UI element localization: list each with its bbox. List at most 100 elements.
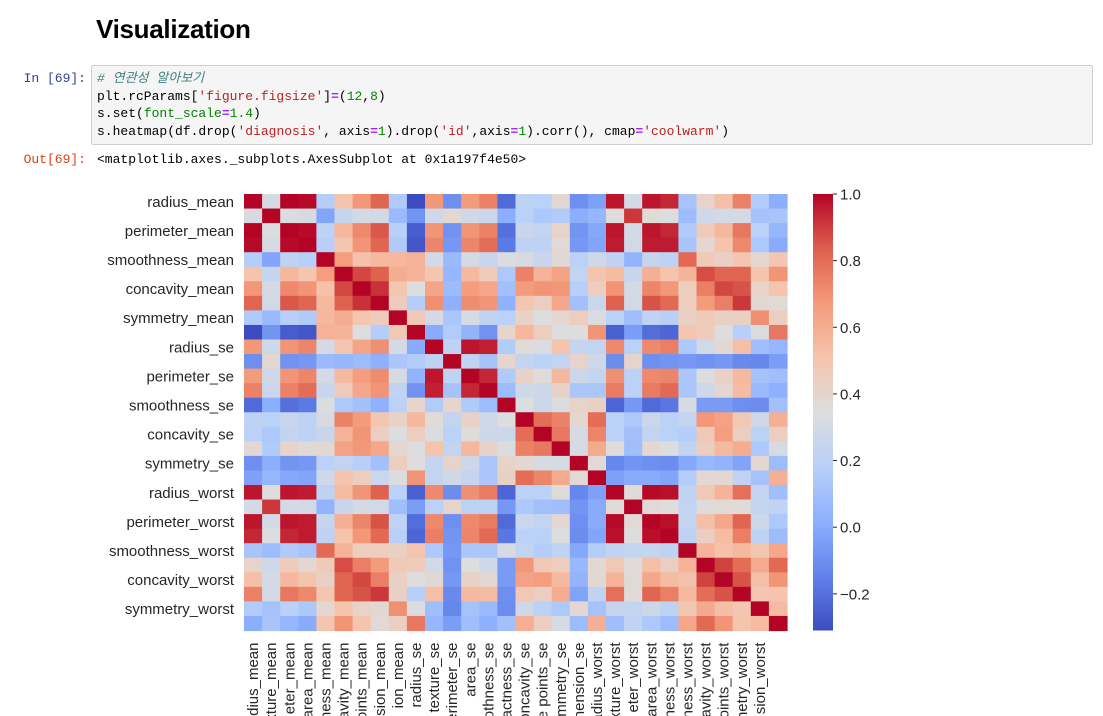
- code-token: ): [377, 88, 386, 104]
- heatmap-cell: [642, 572, 661, 588]
- heatmap-cell: [732, 543, 752, 559]
- heatmap-cell: [461, 397, 480, 413]
- heatmap-cell: [425, 266, 444, 282]
- heatmap-cell: [425, 426, 444, 442]
- heatmap-cell: [334, 383, 354, 399]
- heatmap-cell: [660, 383, 679, 399]
- heatmap-cell: [569, 543, 589, 559]
- heatmap-cell: [461, 252, 480, 268]
- heatmap-cell: [569, 586, 589, 602]
- y-tick-label: radius_mean: [147, 194, 234, 211]
- code-token: ,: [362, 88, 371, 104]
- heatmap-cell: [750, 295, 770, 311]
- heatmap-cell: [660, 586, 679, 602]
- heatmap-cell: [425, 354, 444, 370]
- heatmap-cell: [370, 266, 390, 282]
- heatmap-cell: [714, 543, 734, 559]
- heatmap-cell: [515, 470, 535, 486]
- heatmap-cell: [425, 383, 444, 399]
- heatmap-cell: [316, 586, 336, 602]
- heatmap-cell: [533, 455, 553, 472]
- heatmap-cell: [280, 557, 299, 573]
- colorbar-tick-label: 0.0: [840, 520, 861, 537]
- heatmap-cell: [714, 499, 734, 515]
- heatmap-cell: [533, 557, 553, 573]
- heatmap-cell: [551, 412, 571, 428]
- heatmap-cell: [262, 324, 281, 341]
- heatmap-cell: [370, 586, 390, 602]
- heatmap-cell: [262, 441, 281, 457]
- heatmap-cell: [732, 426, 752, 442]
- heatmap-cell: [316, 339, 336, 355]
- heatmap-cell: [479, 528, 498, 544]
- heatmap-cell: [624, 339, 643, 355]
- heatmap-cell: [316, 470, 336, 486]
- y-tick-label: concavity_mean: [126, 281, 234, 298]
- heatmap-cell: [732, 194, 752, 210]
- heatmap-cell: [316, 543, 336, 559]
- heatmap-cell: [624, 441, 643, 457]
- heatmap-cell: [406, 252, 426, 268]
- heatmap-cell: [768, 354, 788, 370]
- heatmap-cell: [750, 310, 770, 326]
- heatmap-cell: [569, 485, 589, 501]
- heatmap-cell: [696, 601, 716, 617]
- heatmap-cell: [606, 368, 625, 384]
- heatmap-cell: [461, 485, 480, 501]
- heatmap-cell: [587, 485, 607, 501]
- heatmap-cell: [660, 237, 679, 253]
- heatmap-cell: [425, 310, 444, 326]
- heatmap-cell: [479, 499, 498, 515]
- heatmap-cell: [678, 543, 698, 559]
- heatmap-cell: [316, 237, 336, 253]
- heatmap-cell: [334, 208, 354, 224]
- heatmap-cell: [316, 354, 336, 370]
- heatmap-cell: [551, 310, 571, 326]
- heatmap-cell: [750, 514, 770, 530]
- heatmap-cell: [551, 426, 571, 442]
- heatmap-cell: [370, 324, 390, 341]
- heatmap-cell: [606, 528, 625, 544]
- heatmap-cell: [750, 397, 770, 413]
- heatmap-cell: [768, 455, 788, 472]
- heatmap-cell: [696, 615, 716, 632]
- heatmap-cell: [280, 514, 299, 530]
- heatmap-cell: [624, 586, 643, 602]
- heatmap-cell: [624, 194, 643, 210]
- x-tick-label: radius_se: [408, 643, 425, 708]
- heatmap-cell: [370, 615, 390, 632]
- x-tick-label: avity_worst: [698, 642, 715, 716]
- heatmap-cell: [533, 499, 553, 515]
- heatmap-cell: [660, 252, 679, 268]
- y-tick-label: perimeter_mean: [125, 223, 234, 240]
- heatmap-cell: [461, 557, 480, 573]
- heatmap-cell: [352, 383, 372, 399]
- heatmap-cell: [298, 383, 317, 399]
- heatmap-cell: [732, 441, 752, 457]
- heatmap-cell: [569, 223, 589, 239]
- heatmap-cell: [515, 194, 535, 210]
- x-tick-label: oints_mean: [354, 643, 371, 716]
- y-tick-label: symmetry_se: [145, 456, 234, 473]
- code-cell[interactable]: # 연관성 알아보기 plt.rcParams['figure.figsize']…: [91, 65, 1093, 145]
- code-token: s.set(: [97, 106, 144, 121]
- heatmap-cell: [262, 543, 281, 559]
- heatmap-cell: [352, 485, 372, 501]
- heatmap-cell: [642, 266, 661, 282]
- heatmap-cell: [750, 601, 770, 617]
- heatmap-cell: [406, 354, 426, 370]
- heatmap-cell: [443, 485, 462, 501]
- heatmap-cell: [425, 295, 444, 311]
- heatmap-cell: [606, 470, 625, 486]
- heatmap-cell: [244, 528, 263, 544]
- heatmap-cell: [714, 339, 734, 355]
- heatmap-cell: [732, 572, 752, 588]
- heatmap-cell: [352, 514, 372, 530]
- heatmap-cell: [642, 339, 661, 355]
- heatmap-cell: [696, 557, 716, 573]
- heatmap-cell: [624, 295, 643, 311]
- heatmap-cell: [569, 339, 589, 355]
- heatmap-cell: [533, 339, 553, 355]
- heatmap-cell: [244, 223, 263, 239]
- heatmap-cell: [551, 586, 571, 602]
